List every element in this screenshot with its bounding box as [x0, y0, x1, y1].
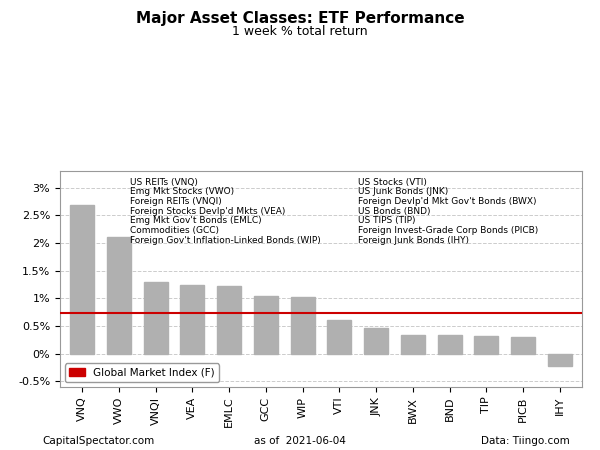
Bar: [290, 297, 314, 354]
Text: US Junk Bonds (JNK): US Junk Bonds (JNK): [358, 187, 448, 196]
Text: Data: Tiingo.com: Data: Tiingo.com: [481, 436, 570, 446]
Text: Major Asset Classes: ETF Performance: Major Asset Classes: ETF Performance: [136, 11, 464, 26]
Bar: [511, 337, 535, 354]
Text: US REITs (VNQ): US REITs (VNQ): [130, 178, 198, 187]
Text: Foreign Junk Bonds (IHY): Foreign Junk Bonds (IHY): [358, 236, 469, 245]
Text: 1 week % total return: 1 week % total return: [232, 25, 368, 38]
Text: Foreign REITs (VNQI): Foreign REITs (VNQI): [130, 197, 221, 206]
Text: Emg Mkt Stocks (VWO): Emg Mkt Stocks (VWO): [130, 187, 234, 196]
Bar: [438, 336, 461, 354]
Text: Commodities (GCC): Commodities (GCC): [130, 226, 219, 235]
Text: as of  2021-06-04: as of 2021-06-04: [254, 436, 346, 446]
Bar: [107, 238, 131, 354]
Bar: [143, 282, 167, 354]
Text: US Bonds (BND): US Bonds (BND): [358, 207, 430, 216]
Text: Foreign Stocks Devlp'd Mkts (VEA): Foreign Stocks Devlp'd Mkts (VEA): [130, 207, 285, 216]
Bar: [254, 296, 278, 354]
Text: US TIPS (TIP): US TIPS (TIP): [358, 216, 415, 225]
Text: US Stocks (VTI): US Stocks (VTI): [358, 178, 427, 187]
Text: Foreign Invest-Grade Corp Bonds (PICB): Foreign Invest-Grade Corp Bonds (PICB): [358, 226, 538, 235]
Bar: [181, 284, 204, 354]
Bar: [364, 328, 388, 354]
Bar: [548, 354, 572, 366]
Bar: [401, 336, 425, 354]
Legend: Global Market Index (F): Global Market Index (F): [65, 364, 219, 382]
Text: Foreign Devlp'd Mkt Gov't Bonds (BWX): Foreign Devlp'd Mkt Gov't Bonds (BWX): [358, 197, 536, 206]
Bar: [475, 336, 499, 354]
Text: Foreign Gov't Inflation-Linked Bonds (WIP): Foreign Gov't Inflation-Linked Bonds (WI…: [130, 236, 320, 245]
Text: CapitalSpectator.com: CapitalSpectator.com: [42, 436, 154, 446]
Bar: [217, 286, 241, 354]
Bar: [328, 320, 352, 354]
Bar: [70, 205, 94, 354]
Text: Emg Mkt Gov't Bonds (EMLC): Emg Mkt Gov't Bonds (EMLC): [130, 216, 262, 225]
